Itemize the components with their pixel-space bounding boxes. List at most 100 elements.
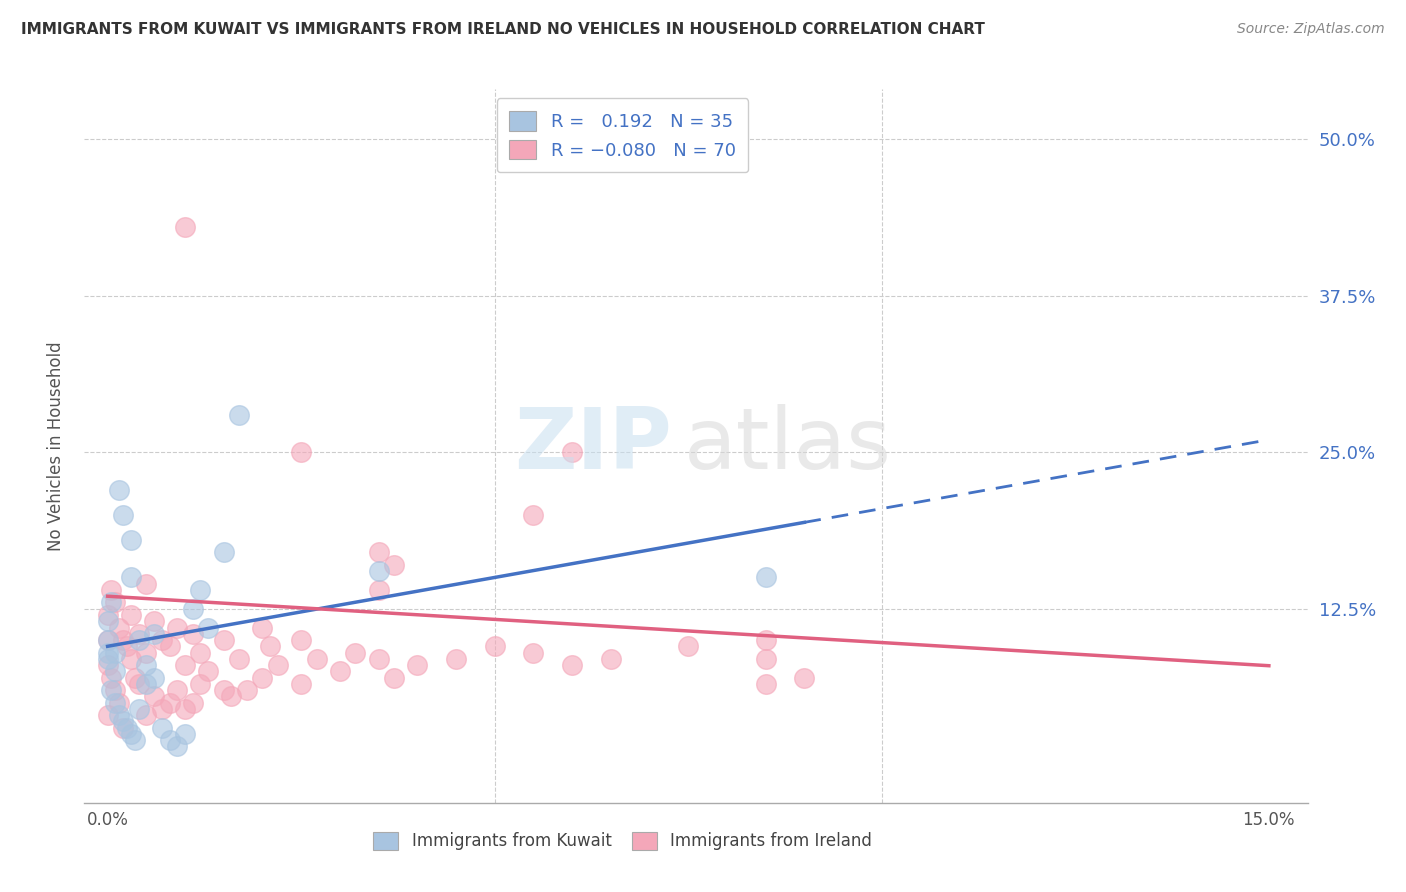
Point [522,646,544,660]
Point [135,658,157,673]
Point [104,696,127,710]
Point [290,677,312,691]
Point [97,633,120,648]
Point [259,640,281,654]
Point [135,708,157,723]
Point [104,646,127,660]
Point [135,646,157,660]
Point [97,614,120,628]
Point [166,683,188,698]
Point [143,614,166,628]
Point [252,621,274,635]
Point [676,640,699,654]
Point [159,733,181,747]
Point [561,445,583,459]
Point [97,646,120,660]
Point [100,671,122,685]
Text: Source: ZipAtlas.com: Source: ZipAtlas.com [1237,22,1385,37]
Point [128,677,150,691]
Point [115,640,138,654]
Point [793,671,815,685]
Point [290,445,312,459]
Point [135,576,157,591]
Point [174,658,197,673]
Point [212,633,235,648]
Point [143,671,166,685]
Point [120,570,142,584]
Point [104,683,127,698]
Point [344,646,367,660]
Point [166,621,188,635]
Point [221,690,243,704]
Point [120,607,142,622]
Point [190,582,212,597]
Point [755,633,778,648]
Point [143,690,166,704]
Point [112,714,135,729]
Point [108,621,131,635]
Point [382,671,405,685]
Point [181,627,204,641]
Point [135,677,157,691]
Point [406,658,429,673]
Point [97,658,120,673]
Text: IMMIGRANTS FROM KUWAIT VS IMMIGRANTS FROM IRELAND NO VEHICLES IN HOUSEHOLD CORRE: IMMIGRANTS FROM KUWAIT VS IMMIGRANTS FRO… [21,22,986,37]
Point [290,633,312,648]
Point [97,633,120,648]
Point [755,652,778,666]
Point [108,708,131,723]
Point [252,671,274,685]
Point [212,545,235,559]
Point [112,721,135,735]
Point [190,677,212,691]
Point [108,696,131,710]
Point [100,683,122,698]
Point [112,633,135,648]
Point [522,508,544,522]
Point [367,545,389,559]
Point [97,652,120,666]
Point [128,633,150,648]
Point [115,721,138,735]
Point [174,219,197,234]
Point [267,658,290,673]
Point [97,708,120,723]
Point [444,652,467,666]
Point [104,665,127,679]
Point [305,652,328,666]
Point [599,652,621,666]
Point [108,483,131,497]
Point [150,721,173,735]
Point [382,558,405,572]
Point [190,646,212,660]
Point [228,652,250,666]
Point [197,665,219,679]
Point [755,570,778,584]
Point [755,677,778,691]
Point [120,652,142,666]
Point [174,727,197,741]
Point [236,683,259,698]
Point [97,607,120,622]
Point [128,702,150,716]
Point [228,408,250,422]
Point [104,595,127,609]
Point [212,683,235,698]
Point [367,652,389,666]
Point [159,696,181,710]
Point [174,702,197,716]
Point [120,533,142,547]
Point [367,564,389,578]
Point [197,621,219,635]
Point [367,582,389,597]
Point [166,739,188,754]
Point [124,733,146,747]
Point [329,665,352,679]
Point [150,702,173,716]
Point [484,640,506,654]
Y-axis label: No Vehicles in Household: No Vehicles in Household [46,341,65,551]
Point [561,658,583,673]
Point [150,633,173,648]
Legend: Immigrants from Kuwait, Immigrants from Ireland: Immigrants from Kuwait, Immigrants from … [366,823,880,859]
Point [120,727,142,741]
